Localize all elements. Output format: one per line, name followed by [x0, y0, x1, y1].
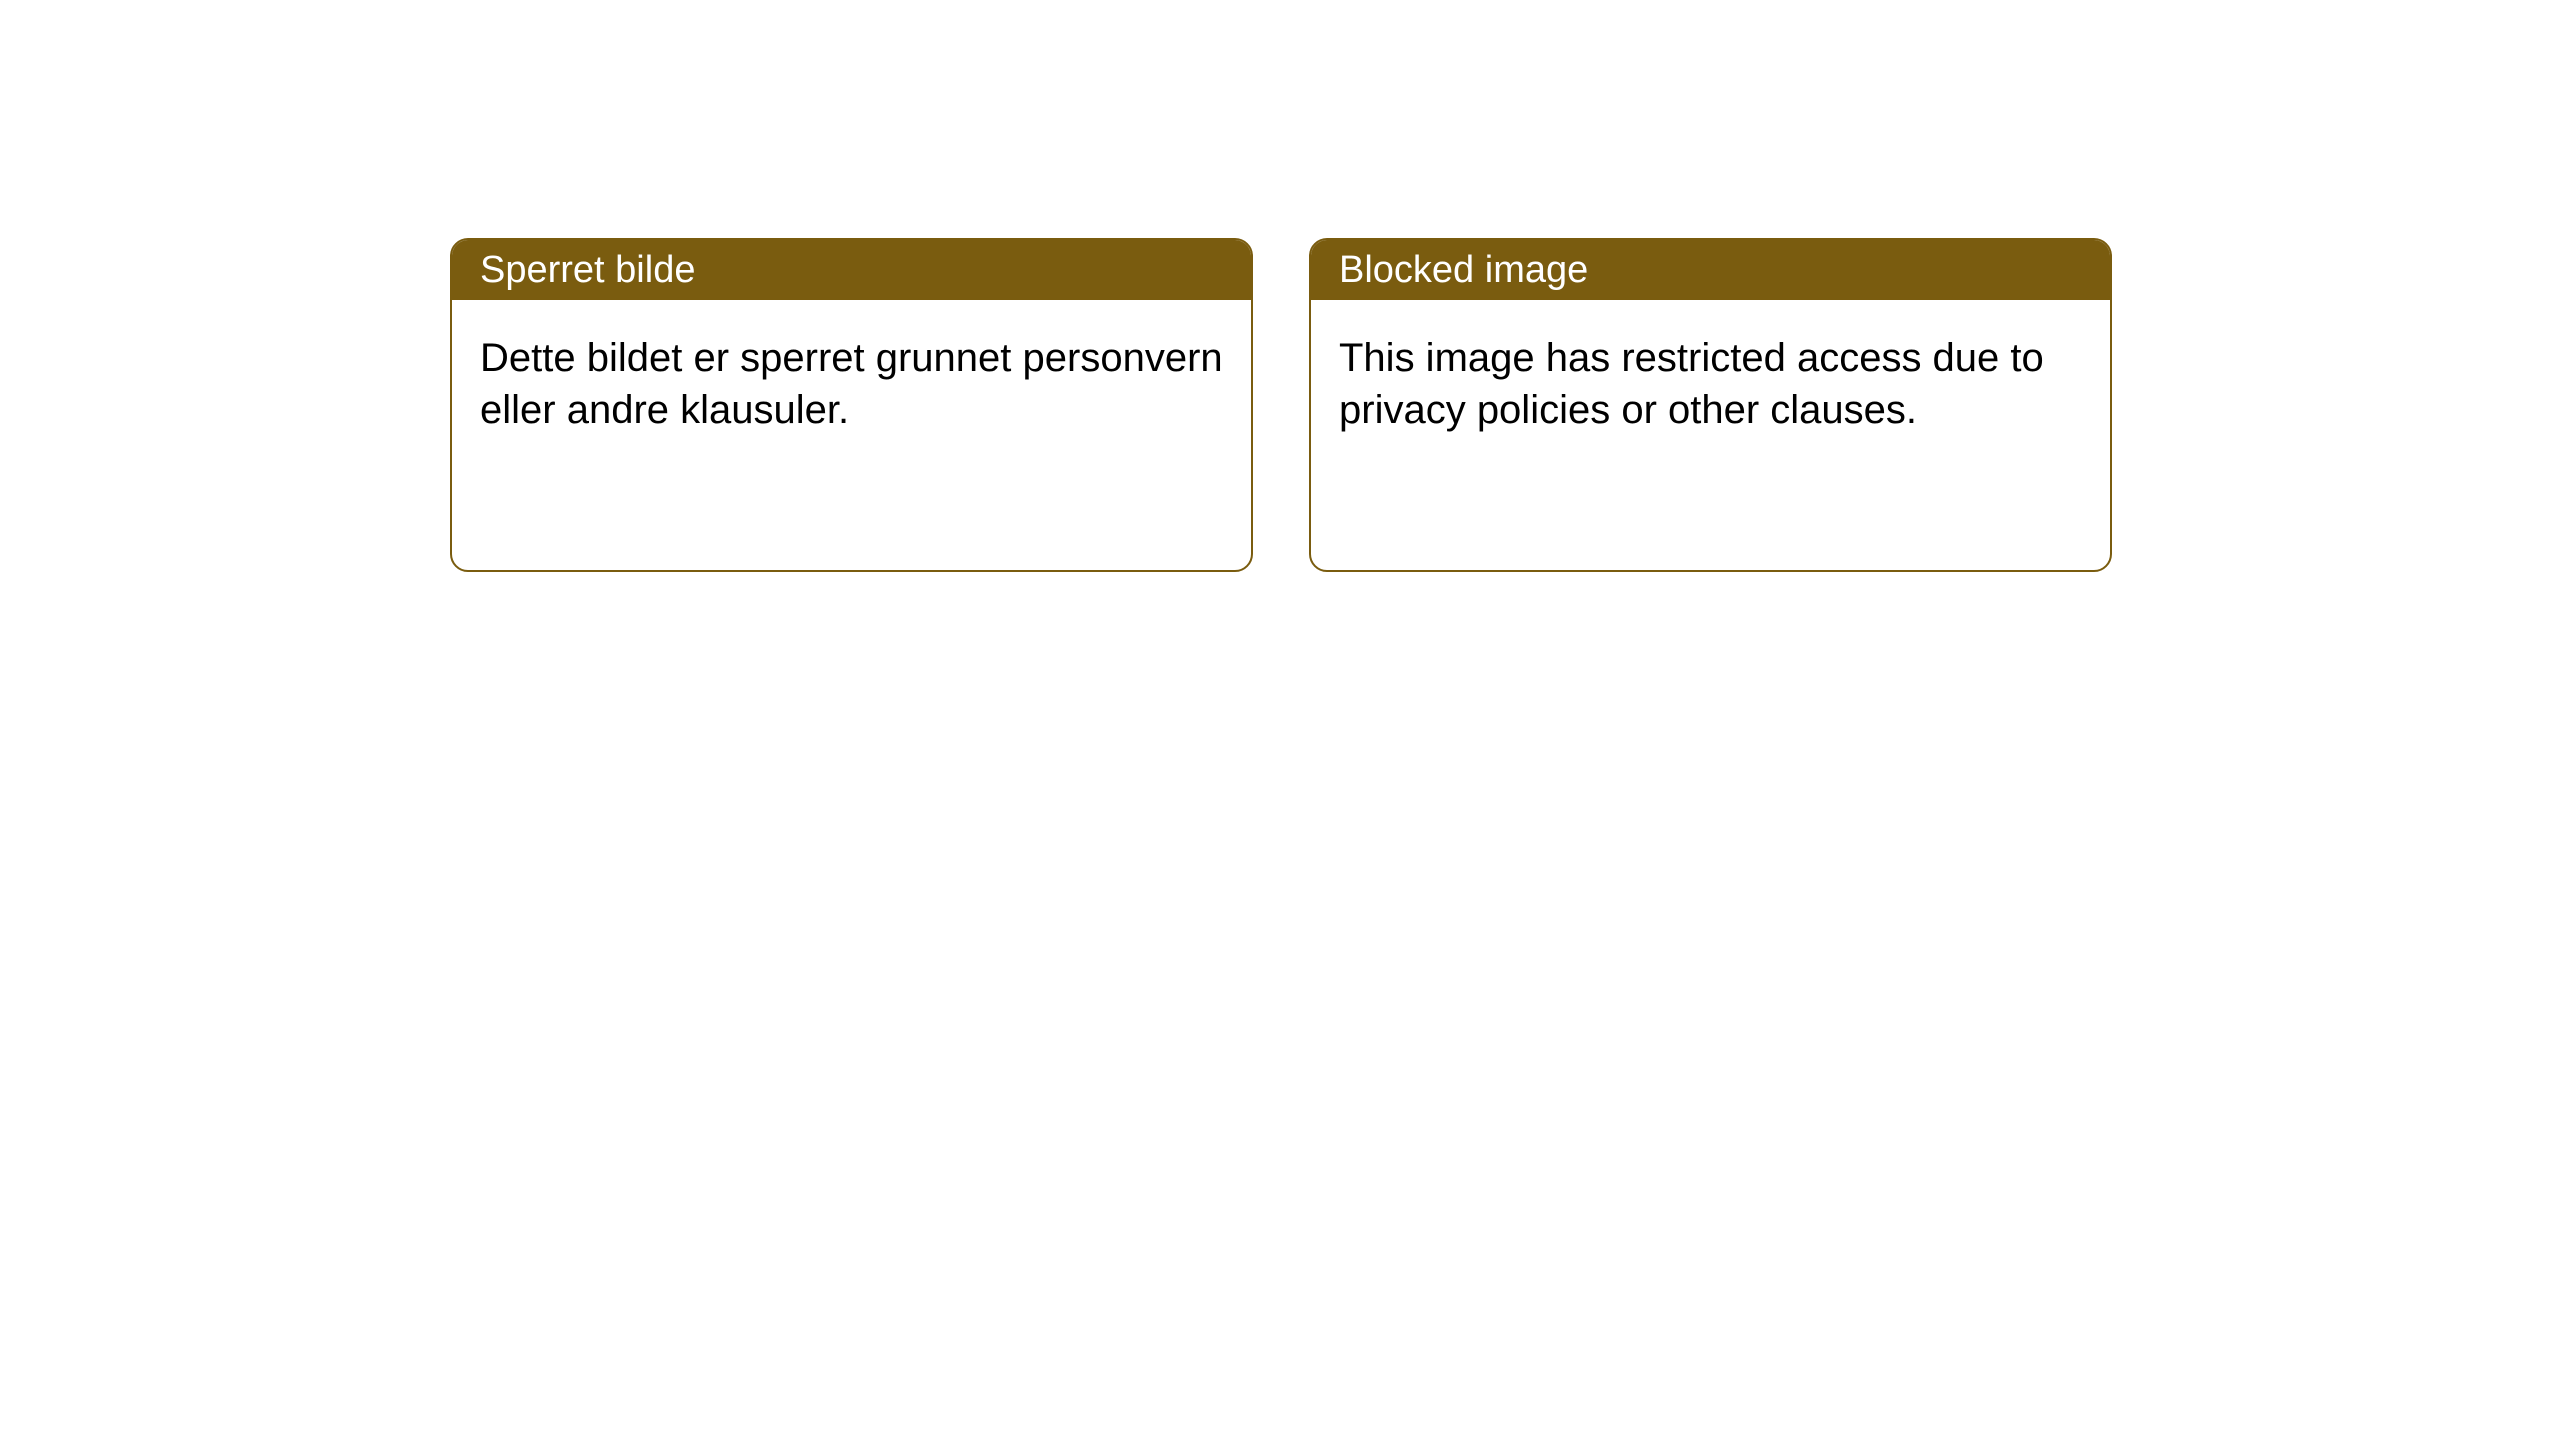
- card-header: Blocked image: [1311, 240, 2110, 300]
- cards-container: Sperret bilde Dette bildet er sperret gr…: [450, 238, 2112, 572]
- card-title: Blocked image: [1339, 249, 1588, 292]
- card-title: Sperret bilde: [480, 249, 695, 292]
- card-body: This image has restricted access due to …: [1311, 300, 2110, 468]
- card-body-text: This image has restricted access due to …: [1339, 336, 2044, 432]
- card-body-text: Dette bildet er sperret grunnet personve…: [480, 336, 1223, 432]
- blocked-image-card-norwegian: Sperret bilde Dette bildet er sperret gr…: [450, 238, 1253, 572]
- card-body: Dette bildet er sperret grunnet personve…: [452, 300, 1251, 468]
- blocked-image-card-english: Blocked image This image has restricted …: [1309, 238, 2112, 572]
- card-header: Sperret bilde: [452, 240, 1251, 300]
